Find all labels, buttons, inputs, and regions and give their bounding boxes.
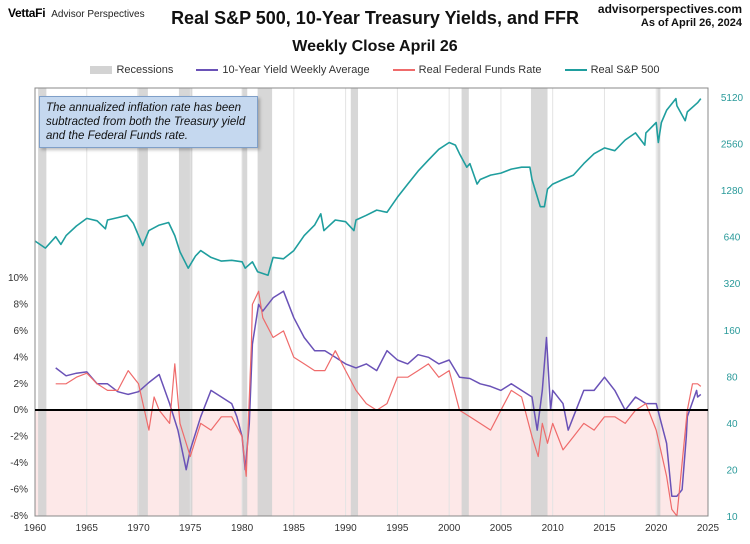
x-tick-label-2: 1970 [127,523,150,534]
negative-region [35,410,708,516]
source-date: As of April 26, 2024 [640,17,742,29]
x-tick-label-6: 1990 [334,523,357,534]
x-tick-label-1: 1965 [76,523,99,534]
legend-item-ffr: Real Federal Funds Rate [392,64,542,77]
x-tick-label-11: 2015 [593,523,616,534]
legend-item-recessions: Recessions [90,64,173,76]
recession-band-1 [137,88,148,516]
y-left-tick-label-6: 4% [14,352,29,363]
legend-label-yield: 10-Year Yield Weekly Average [222,64,370,77]
y-right-tick-label-5: 320 [724,279,741,290]
y-right-tick-label-8: 2560 [721,140,744,151]
y-left-tick-label-4: 0% [14,405,29,416]
y-right-tick-label-6: 640 [724,233,741,244]
series-line-0 [34,97,702,277]
x-tick-label-12: 2020 [645,523,668,534]
y-right-tick-label-3: 80 [726,372,738,383]
source-info: advisorperspectives.com As of April 26, … [598,2,742,30]
y-right-tick-label-9: 5120 [721,93,744,104]
recession-band-0 [38,88,47,516]
y-right-tick-label-7: 1280 [721,186,744,197]
legend-swatch-yield [196,69,219,72]
y-right-tick-label-4: 160 [724,326,741,337]
source-site: advisorperspectives.com [597,2,742,16]
right-axis-ticks: 10 20 40 80 160 320 640 1280 2560 5120 [721,93,744,523]
recession-band-8 [657,88,661,516]
x-tick-label-8: 2000 [438,523,461,534]
chart-title: Real S&P 500, 10-Year Treasury Yields, a… [171,8,579,28]
legend-item-yield: 10-Year Yield Weekly Average [196,64,370,77]
x-tick-label-13: 2025 [697,523,720,534]
legend: Recessions 10-Year Yield Weekly Average … [0,64,750,76]
recession-band-3 [242,88,248,516]
legend-label-ffr: Real Federal Funds Rate [418,64,542,77]
x-tick-label-7: 1995 [386,523,409,534]
chart-subtitle: Weekly Close April 26 [292,38,458,55]
legend-swatch-recessions [90,66,113,75]
legend-swatch-ffr [392,69,415,72]
y-right-tick-label-0: 10 [726,512,738,523]
series-line-1 [55,290,702,497]
x-tick-label-0: 1960 [24,523,47,534]
series-lines [34,97,702,517]
x-tick-label-5: 1985 [283,523,306,534]
legend-label-recessions: Recessions [116,64,174,77]
legend-label-sp500: Real S&P 500 [590,64,660,77]
gridlines [34,88,709,516]
x-tick-label-3: 1975 [179,523,202,534]
y-left-tick-label-9: 10% [8,273,28,284]
y-left-tick-label-8: 8% [14,299,29,310]
left-axis-ticks: -8% -6% -4% -2% 0% 2% 4% 6% 8% 10% [8,273,28,522]
brand-name: Advisor Perspectives [51,9,145,20]
legend-item-sp500: Real S&P 500 [564,64,660,77]
y-left-tick-label-7: 6% [14,326,29,337]
y-left-tick-label-0: -8% [10,511,28,522]
recession-band-6 [461,88,469,516]
x-tick-label-9: 2005 [490,523,513,534]
plot-frame [34,87,709,517]
y-left-tick-label-3: -2% [10,432,28,443]
x-tick-label-10: 2010 [542,523,565,534]
brand: VettaFi Advisor Perspectives [8,6,145,20]
brand-logo: VettaFi [8,6,46,20]
y-right-tick-label-1: 20 [726,465,738,476]
y-left-tick-label-2: -4% [10,458,28,469]
series-line-2 [55,290,702,517]
y-left-tick-label-1: -6% [10,485,28,496]
legend-swatch-sp500 [564,69,587,72]
x-tick-label-4: 1980 [231,523,254,534]
recession-band-5 [350,88,359,516]
x-axis-ticks: 1960 1965 1970 1975 1980 1985 1990 1995 2000 2005… [24,523,720,534]
annotation-note: The annualized inflation rate has been s… [39,96,258,148]
y-left-tick-label-5: 2% [14,379,29,390]
y-right-tick-label-2: 40 [726,419,738,430]
